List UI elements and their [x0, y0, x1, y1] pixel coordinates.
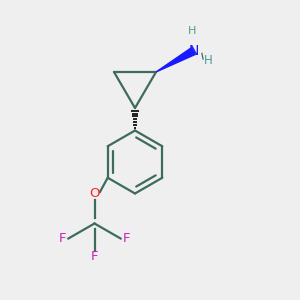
Text: N: N — [188, 44, 199, 58]
Polygon shape — [156, 48, 195, 72]
Text: F: F — [122, 232, 130, 245]
Text: F: F — [59, 232, 67, 245]
Text: H: H — [188, 26, 196, 37]
Text: F: F — [91, 250, 98, 263]
Text: O: O — [89, 187, 100, 200]
Text: H: H — [204, 53, 213, 67]
